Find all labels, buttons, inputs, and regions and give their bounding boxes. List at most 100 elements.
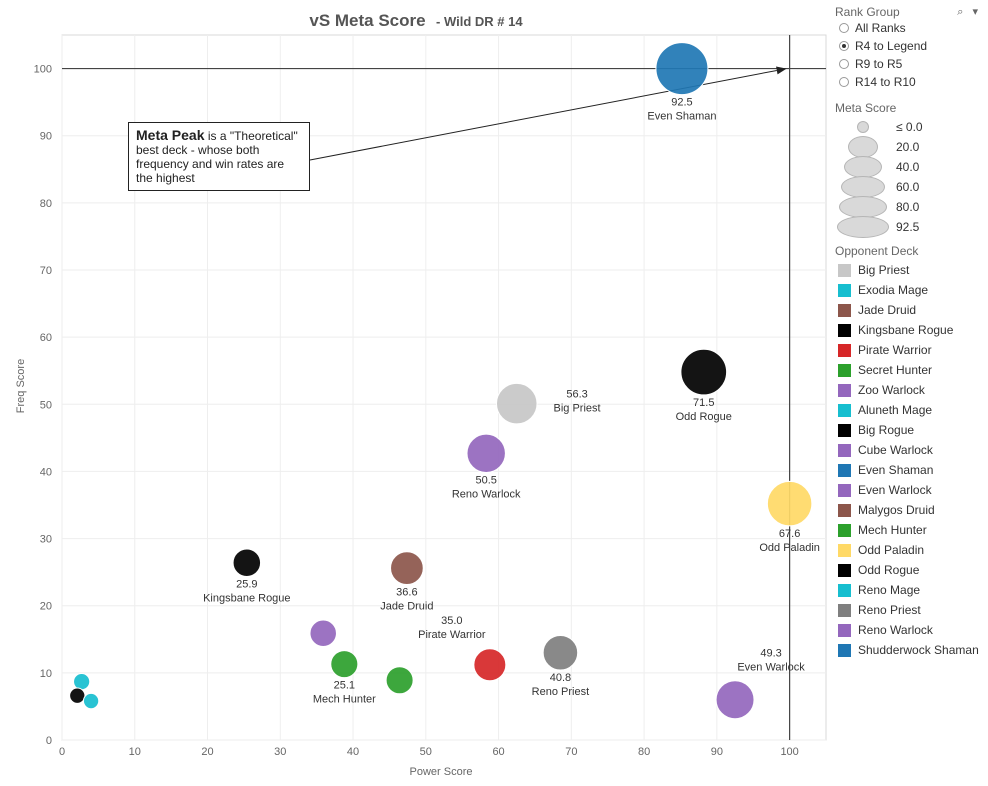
point-mech-hunter[interactable] xyxy=(330,650,359,679)
deck-legend-item[interactable]: Secret Hunter xyxy=(833,360,988,380)
rank-group-title: Rank Group xyxy=(835,5,900,19)
y-tick-label: 100 xyxy=(34,64,52,76)
y-tick-label: 20 xyxy=(40,601,52,613)
deck-legend-item[interactable]: Kingsbane Rogue xyxy=(833,320,988,340)
point-pirate-warrior[interactable] xyxy=(473,648,507,682)
deck-legend-label: Jade Druid xyxy=(858,303,917,317)
x-tick-label: 10 xyxy=(129,746,141,758)
size-legend-row: 40.0 xyxy=(833,156,988,178)
data-labels: 92.5 Even Shaman 71.5 Odd Rogue 67.6 Odd Pala… xyxy=(203,97,820,706)
deck-legend-item[interactable]: Even Shaman xyxy=(833,460,988,480)
deck-legend-item[interactable]: Reno Warlock xyxy=(833,620,988,640)
color-swatch xyxy=(838,523,851,537)
rank-option[interactable]: R4 to Legend xyxy=(833,37,988,55)
size-swatch xyxy=(844,156,882,178)
radio-icon[interactable] xyxy=(839,59,849,69)
x-axis-label: Power Score xyxy=(410,766,473,778)
deck-legend-item[interactable]: Reno Priest xyxy=(833,600,988,620)
point-cube-warlock[interactable] xyxy=(309,619,337,647)
deck-legend-item[interactable]: Jade Druid xyxy=(833,300,988,320)
deck-legend-item[interactable]: Mech Hunter xyxy=(833,520,988,540)
x-tick-label: 80 xyxy=(638,746,650,758)
legend-panel: ⌕ ▾ Rank Group All Ranks R4 to Legend R9 t… xyxy=(833,0,988,660)
y-tick-label: 60 xyxy=(40,332,52,344)
point-big-priest[interactable] xyxy=(495,382,538,425)
point-exodia-mage[interactable] xyxy=(73,672,91,691)
rank-option-label: R9 to R5 xyxy=(855,57,903,71)
point-aluneth-mage[interactable] xyxy=(82,692,100,710)
size-swatch xyxy=(848,136,878,158)
size-legend-row: 92.5 xyxy=(833,216,988,238)
deck-legend-item[interactable]: Aluneth Mage xyxy=(833,400,988,420)
rank-option[interactable]: All Ranks xyxy=(833,19,988,37)
color-swatch xyxy=(838,503,851,517)
y-tick-label: 10 xyxy=(40,668,52,680)
legend-tools: ⌕ ▾ xyxy=(957,5,978,19)
dropdown-icon[interactable]: ▾ xyxy=(972,6,978,18)
chart-title-group: vS Meta Score - Wild DR # 14 xyxy=(309,11,523,30)
point-reno-priest[interactable] xyxy=(542,634,579,671)
scatter-chart: vS Meta Score - Wild DR # 14 0 10 20 30 40 50… xyxy=(15,11,827,778)
opponent-deck-legend: Big Priest Exodia Mage Jade Druid Kingsbane… xyxy=(833,260,988,660)
color-swatch xyxy=(838,483,851,497)
deck-legend-item[interactable]: Cube Warlock xyxy=(833,440,988,460)
point-name-label: Even Warlock xyxy=(737,662,805,674)
color-swatch xyxy=(838,403,851,417)
y-tick-label: 30 xyxy=(40,534,52,546)
deck-legend-label: Even Warlock xyxy=(858,483,932,497)
deck-legend-item[interactable]: Big Rogue xyxy=(833,420,988,440)
search-icon[interactable]: ⌕ xyxy=(957,6,964,18)
data-points xyxy=(69,42,813,720)
deck-legend-item[interactable]: Even Warlock xyxy=(833,480,988,500)
point-big-rogue[interactable] xyxy=(69,687,86,704)
point-odd-rogue[interactable] xyxy=(680,348,728,396)
point-mech-hunter[interactable] xyxy=(385,666,414,695)
size-legend-row: ≤ 0.0 xyxy=(833,117,988,137)
point-even-warlock[interactable] xyxy=(715,680,755,720)
deck-legend-label: Big Priest xyxy=(858,263,910,277)
point-name-label: Jade Druid xyxy=(380,600,433,612)
x-tick-label: 40 xyxy=(347,746,359,758)
y-tick-label: 50 xyxy=(40,399,52,411)
deck-legend-item[interactable]: Shudderwock Shaman xyxy=(833,640,988,660)
rank-option-label: R4 to Legend xyxy=(855,39,928,53)
deck-legend-label: Malygos Druid xyxy=(858,503,935,517)
deck-legend-item[interactable]: Pirate Warrior xyxy=(833,340,988,360)
size-legend-row: 80.0 xyxy=(833,196,988,218)
size-legend-label: 40.0 xyxy=(896,160,920,174)
deck-legend-item[interactable]: Big Priest xyxy=(833,260,988,280)
deck-legend-item[interactable]: Zoo Warlock xyxy=(833,380,988,400)
deck-legend-item[interactable]: Reno Mage xyxy=(833,580,988,600)
deck-legend-item[interactable]: Odd Rogue xyxy=(833,560,988,580)
deck-legend-label: Big Rogue xyxy=(858,423,915,437)
color-swatch xyxy=(838,363,851,377)
point-value-label: 25.1 xyxy=(334,680,355,692)
x-tick-label: 30 xyxy=(274,746,286,758)
point-name-label: Kingsbane Rogue xyxy=(203,593,290,605)
color-swatch xyxy=(838,423,851,437)
point-name-label: Pirate Warrior xyxy=(418,629,486,641)
deck-legend-item[interactable]: Odd Paladin xyxy=(833,540,988,560)
x-tick-label: 20 xyxy=(201,746,213,758)
point-jade-druid[interactable] xyxy=(390,551,424,585)
point-even-shaman[interactable] xyxy=(655,42,709,96)
size-swatch xyxy=(839,196,887,218)
rank-option[interactable]: R9 to R5 xyxy=(833,55,988,73)
deck-legend-label: Odd Paladin xyxy=(858,543,925,557)
color-swatch xyxy=(838,303,851,317)
deck-legend-label: Kingsbane Rogue xyxy=(858,323,954,337)
deck-legend-item[interactable]: Exodia Mage xyxy=(833,280,988,300)
annotation-arrowhead xyxy=(776,66,787,75)
rank-option[interactable]: R14 to R10 xyxy=(833,73,988,91)
radio-icon[interactable] xyxy=(839,41,849,51)
radio-icon[interactable] xyxy=(839,77,849,87)
point-value-label: 40.8 xyxy=(550,672,571,684)
deck-legend-item[interactable]: Malygos Druid xyxy=(833,500,988,520)
meta-score-title: Meta Score xyxy=(835,101,897,115)
radio-icon[interactable] xyxy=(839,23,849,33)
point-odd-paladin[interactable] xyxy=(766,480,813,527)
point-reno-warlock[interactable] xyxy=(466,433,506,474)
point-kingsbane-rogue[interactable] xyxy=(232,548,262,578)
rank-group-filter: All Ranks R4 to Legend R9 to R5 R14 to R10 xyxy=(833,19,988,91)
point-value-label: 67.6 xyxy=(779,528,800,540)
